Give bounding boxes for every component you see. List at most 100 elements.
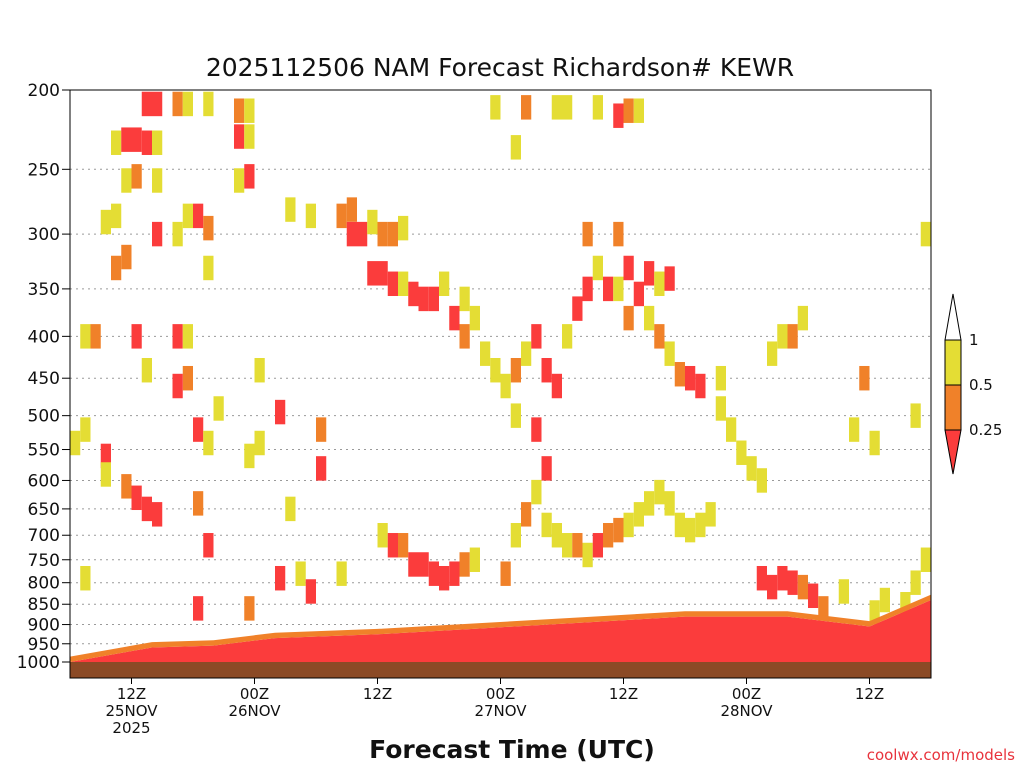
ri-cell-86 bbox=[623, 98, 634, 123]
ri-cell-62 bbox=[613, 276, 624, 302]
x-tick-label-5-1: 28NOV bbox=[720, 702, 773, 720]
ri-cell-40 bbox=[387, 271, 398, 297]
ri-cell-64 bbox=[633, 281, 644, 307]
ri-cell-41 bbox=[398, 271, 409, 297]
ri-cell-136 bbox=[418, 552, 429, 577]
ri-cell-71 bbox=[715, 365, 726, 391]
ri-cell-11 bbox=[152, 130, 163, 155]
y-tick-label-800: 800 bbox=[28, 574, 60, 594]
ri-cell-118 bbox=[152, 502, 163, 527]
ri-cell-149 bbox=[572, 533, 583, 558]
ri-cell-167 bbox=[756, 565, 767, 591]
ri-cell-21 bbox=[244, 164, 255, 189]
ri-cell-72 bbox=[715, 396, 726, 421]
ri-cell-142 bbox=[500, 561, 511, 586]
ri-cell-87 bbox=[633, 98, 644, 123]
ri-cell-181 bbox=[910, 570, 921, 595]
ri-cell-97 bbox=[131, 324, 142, 349]
y-tick-label-400: 400 bbox=[28, 327, 60, 347]
ri-cell-124 bbox=[244, 443, 255, 469]
ri-cell-69 bbox=[685, 365, 696, 391]
ri-cell-94 bbox=[654, 271, 665, 297]
ri-cell-173 bbox=[818, 596, 829, 621]
ri-cell-128 bbox=[244, 596, 255, 621]
y-tick-label-600: 600 bbox=[28, 471, 60, 491]
ri-cell-84 bbox=[592, 95, 603, 120]
y-tick-label-850: 850 bbox=[28, 595, 60, 615]
color-legend: 1 0.5 0.25 bbox=[944, 293, 1002, 475]
ri-cell-22 bbox=[100, 209, 111, 235]
ri-cell-61 bbox=[603, 276, 614, 302]
ri-cell-134 bbox=[398, 533, 409, 558]
ri-cell-81 bbox=[521, 95, 532, 120]
ri-cell-36 bbox=[387, 221, 398, 247]
ri-cell-28 bbox=[285, 197, 296, 222]
ri-cell-145 bbox=[531, 479, 542, 505]
ri-cell-50 bbox=[480, 341, 491, 366]
ri-cell-56 bbox=[551, 373, 562, 399]
ri-cell-6 bbox=[244, 98, 255, 123]
ri-cell-33 bbox=[357, 221, 368, 247]
ri-cell-98 bbox=[90, 324, 101, 349]
x-axis-label: Forecast Time (UTC) bbox=[369, 735, 655, 764]
ri-cell-67 bbox=[664, 341, 675, 366]
ri-cell-175 bbox=[859, 365, 870, 391]
ri-cell-174 bbox=[838, 579, 849, 604]
ri-cell-127 bbox=[193, 596, 204, 621]
ri-cell-55 bbox=[541, 357, 552, 383]
ri-cell-78 bbox=[777, 324, 788, 349]
x-tick-label-2-0: 12Z bbox=[363, 685, 392, 703]
y-tick-label-700: 700 bbox=[28, 526, 60, 546]
ri-cell-47 bbox=[449, 305, 460, 331]
y-axis: 200 250 300 350 400 450 500 550 600 650 700 750 8008… bbox=[17, 81, 70, 673]
x-tick-label-3-1: 27NOV bbox=[474, 702, 527, 720]
ri-cell-48 bbox=[459, 324, 470, 349]
ri-cell-93 bbox=[644, 261, 655, 286]
ri-cell-159 bbox=[674, 512, 685, 538]
ri-cell-59 bbox=[582, 276, 593, 302]
ri-cell-119 bbox=[100, 462, 111, 487]
x-tick-label-5-0: 00Z bbox=[732, 685, 761, 703]
ri-cell-177 bbox=[869, 430, 880, 456]
ri-cell-168 bbox=[767, 574, 778, 600]
y-tick-label-1000: 1000 bbox=[17, 653, 60, 673]
ri-cell-52 bbox=[510, 357, 521, 383]
ri-cell-156 bbox=[644, 491, 655, 516]
x-tick-label-1-0: 00Z bbox=[240, 685, 269, 703]
legend-bin-yellow bbox=[944, 339, 962, 386]
ri-cell-170 bbox=[787, 570, 798, 595]
ri-cell-27 bbox=[203, 255, 214, 281]
ri-cell-5 bbox=[234, 98, 245, 123]
ri-cell-66 bbox=[654, 324, 665, 349]
ri-cell-99 bbox=[80, 324, 91, 349]
ri-cell-151 bbox=[592, 533, 603, 558]
ri-cell-12 bbox=[234, 124, 245, 149]
ri-cell-106 bbox=[193, 417, 204, 442]
ri-cell-141 bbox=[469, 547, 480, 572]
ri-cell-150 bbox=[582, 542, 593, 568]
ri-cell-108 bbox=[254, 357, 265, 383]
ri-cell-169 bbox=[777, 565, 788, 591]
ri-cell-112 bbox=[80, 417, 91, 442]
ri-cell-57 bbox=[562, 324, 573, 349]
ri-cell-120 bbox=[193, 491, 204, 516]
surface-ground bbox=[70, 662, 931, 678]
ri-cell-178 bbox=[910, 403, 921, 428]
ri-cell-132 bbox=[377, 523, 388, 548]
ri-cell-96 bbox=[111, 255, 122, 281]
ri-cell-125 bbox=[295, 561, 306, 586]
ri-cell-148 bbox=[562, 533, 573, 558]
y-tick-label-900: 900 bbox=[28, 616, 60, 636]
y-tick-label-200: 200 bbox=[28, 81, 60, 101]
ri-cell-53 bbox=[521, 341, 532, 366]
ri-cell-183 bbox=[879, 587, 890, 613]
ri-cell-18 bbox=[193, 203, 204, 229]
ri-cell-79 bbox=[787, 324, 798, 349]
ri-cell-111 bbox=[316, 417, 327, 442]
legend-label-0.25: 0.25 bbox=[969, 421, 1002, 439]
ri-cell-70 bbox=[695, 373, 706, 399]
x-tick-label-0-0: 12Z bbox=[117, 685, 146, 703]
ri-cell-115 bbox=[121, 474, 132, 499]
ri-cell-4 bbox=[203, 91, 214, 117]
